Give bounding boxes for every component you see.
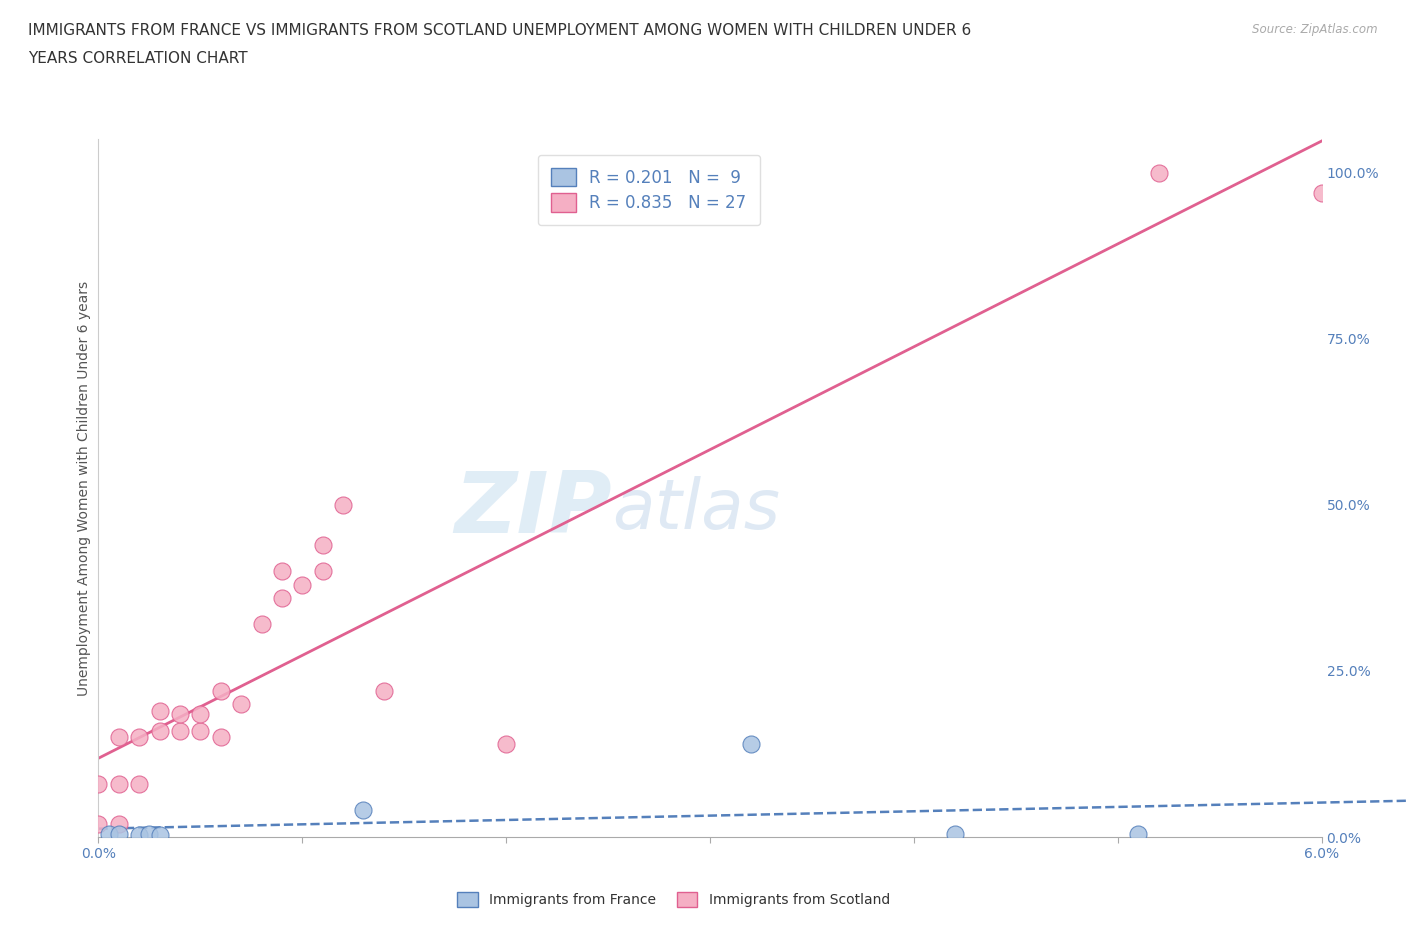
Point [209, 730, 232, 745]
Point [128, 828, 150, 843]
Point [108, 827, 131, 842]
Point [188, 724, 212, 738]
Point [332, 498, 354, 512]
Point [250, 617, 273, 631]
Point [291, 578, 314, 592]
Text: Source: ZipAtlas.com: Source: ZipAtlas.com [1253, 23, 1378, 36]
Text: atlas: atlas [612, 475, 780, 543]
Point [149, 724, 172, 738]
Point [188, 707, 212, 722]
Point [108, 777, 131, 791]
Point [149, 703, 172, 718]
Point [311, 538, 335, 552]
Point [169, 724, 191, 738]
Point [87, 777, 110, 791]
Point [1128, 826, 1150, 841]
Point [108, 730, 131, 745]
Point [231, 697, 253, 711]
Point [108, 817, 131, 831]
Legend: Immigrants from France, Immigrants from Scotland: Immigrants from France, Immigrants from … [450, 884, 897, 914]
Point [138, 827, 160, 842]
Point [352, 803, 374, 817]
Text: ZIP: ZIP [454, 468, 612, 551]
Point [270, 564, 292, 578]
Point [97, 826, 120, 841]
Text: YEARS CORRELATION CHART: YEARS CORRELATION CHART [28, 51, 247, 66]
Point [1147, 166, 1170, 180]
Text: IMMIGRANTS FROM FRANCE VS IMMIGRANTS FROM SCOTLAND UNEMPLOYMENT AMONG WOMEN WITH: IMMIGRANTS FROM FRANCE VS IMMIGRANTS FRO… [28, 23, 972, 38]
Point [270, 591, 292, 605]
Point [740, 737, 762, 751]
Point [128, 777, 150, 791]
Point [128, 730, 150, 745]
Point [943, 826, 966, 841]
Point [169, 707, 191, 722]
Point [1310, 185, 1333, 200]
Point [87, 817, 110, 831]
Y-axis label: Unemployment Among Women with Children Under 6 years: Unemployment Among Women with Children U… [77, 281, 91, 696]
Point [373, 684, 395, 698]
Point [495, 737, 517, 751]
Point [209, 684, 232, 698]
Point [311, 564, 335, 578]
Point [149, 828, 172, 843]
